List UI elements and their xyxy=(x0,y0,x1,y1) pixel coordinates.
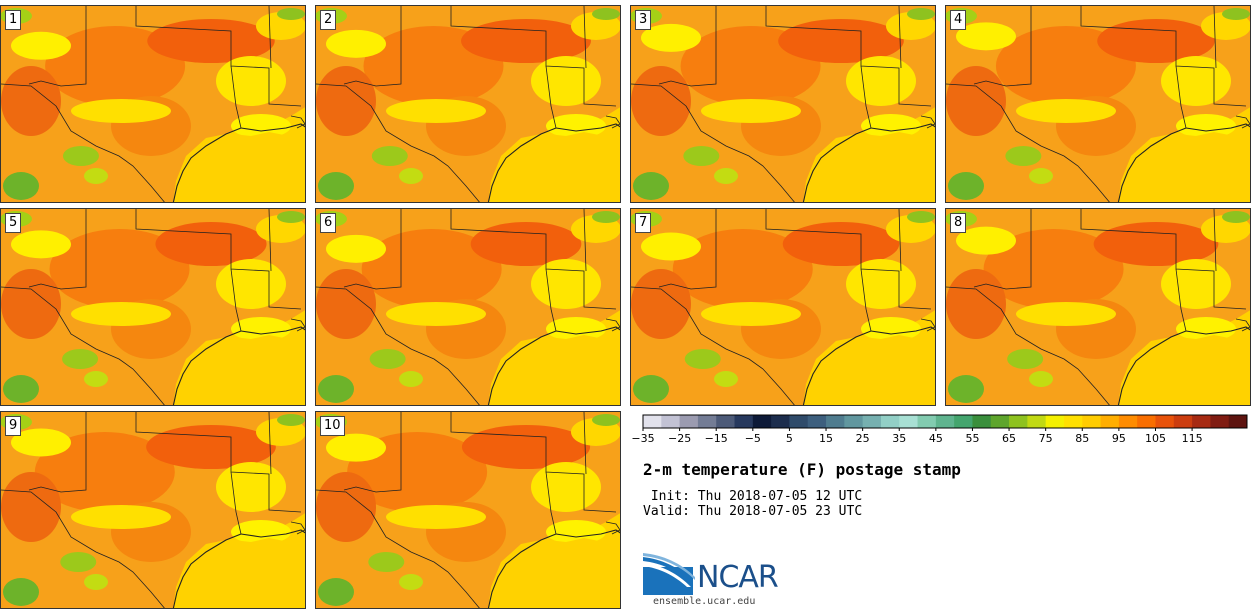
member-label: 7 xyxy=(635,213,652,233)
colorbar-swatch xyxy=(1155,415,1175,428)
temperature-map xyxy=(1,6,305,202)
ncar-logo-text: NCAR xyxy=(697,560,779,595)
stamp-panel-1: 1 xyxy=(0,5,306,203)
temperature-colorbar: −35 −25 −15 −5 5 15 25 35 45 55 65 75 85 95 105 115 xyxy=(631,414,1248,445)
colorbar-tick-label: 75 xyxy=(1039,432,1053,445)
colorbar-swatch xyxy=(880,415,900,428)
colorbar-swatch xyxy=(917,415,937,428)
temperature-map xyxy=(316,412,620,608)
colorbar-swatch xyxy=(1210,415,1230,428)
colorbar-tick-label: 15 xyxy=(819,432,833,445)
stamp-panel-9: 9 xyxy=(0,411,306,609)
colorbar-swatch xyxy=(1009,415,1028,428)
colorbar-swatch xyxy=(935,415,955,428)
colorbar-tick-label: −5 xyxy=(745,432,761,445)
colorbar-swatch xyxy=(734,415,754,428)
colorbar-swatch xyxy=(990,415,1010,428)
temperature-map xyxy=(946,209,1250,405)
colorbar-swatch xyxy=(1063,415,1083,428)
colorbar-tick-label: −15 xyxy=(705,432,728,445)
colorbar-swatch xyxy=(661,415,681,428)
colorbar-tick-label: 5 xyxy=(786,432,793,445)
colorbar-tick-label: 25 xyxy=(856,432,870,445)
temperature-map xyxy=(946,6,1250,202)
member-label: 8 xyxy=(950,213,967,233)
temperature-map xyxy=(1,412,305,608)
colorbar-tick-label: 95 xyxy=(1112,432,1126,445)
colorbar-tick-label: 85 xyxy=(1075,432,1089,445)
stamp-panel-4: 4 xyxy=(945,5,1251,203)
colorbar-tick-label: 55 xyxy=(965,432,979,445)
colorbar-swatch xyxy=(826,415,845,428)
colorbar-swatch xyxy=(972,415,992,428)
colorbar-swatch xyxy=(771,415,790,428)
colorbar-swatch xyxy=(716,415,736,428)
colorbar-swatch xyxy=(1173,415,1193,428)
colorbar-swatch xyxy=(1045,415,1065,428)
colorbar-swatch xyxy=(697,415,717,428)
member-label: 3 xyxy=(635,10,652,30)
stamp-panel-7: 7 xyxy=(630,208,936,406)
colorbar-swatch xyxy=(1137,415,1156,428)
colorbar-tick-label: −25 xyxy=(668,432,691,445)
colorbar-swatch xyxy=(643,415,662,428)
member-label: 1 xyxy=(5,10,22,30)
colorbar-swatch xyxy=(807,415,827,428)
stamp-panel-8: 8 xyxy=(945,208,1251,406)
ncar-logo-icon xyxy=(643,553,695,595)
colorbar-swatch xyxy=(789,415,809,428)
colorbar-swatch xyxy=(1082,415,1102,428)
colorbar-tick-label: −35 xyxy=(631,432,654,445)
colorbar-swatch xyxy=(1228,415,1248,428)
member-label: 5 xyxy=(5,213,22,233)
colorbar-tick-label: 35 xyxy=(892,432,906,445)
site-url: ensemble.ucar.edu xyxy=(653,596,756,607)
member-label: 10 xyxy=(320,416,345,436)
colorbar-swatch xyxy=(1100,415,1120,428)
chart-title: 2-m temperature (F) postage stamp xyxy=(643,460,961,479)
stamp-panel-10: 10 xyxy=(315,411,621,609)
colorbar-tick-label: 65 xyxy=(1002,432,1016,445)
temperature-map xyxy=(631,6,935,202)
stamp-panel-3: 3 xyxy=(630,5,936,203)
temperature-map xyxy=(631,209,935,405)
colorbar-swatch xyxy=(899,415,919,428)
temperature-map xyxy=(1,209,305,405)
colorbar-swatch xyxy=(752,415,772,428)
colorbar-swatch xyxy=(1027,415,1047,428)
colorbar-swatch xyxy=(1118,415,1138,428)
colorbar-tick-label: 45 xyxy=(929,432,943,445)
colorbar-swatch xyxy=(954,415,973,428)
stamp-panel-5: 5 xyxy=(0,208,306,406)
member-label: 6 xyxy=(320,213,337,233)
init-time: Init: Thu 2018-07-05 12 UTC xyxy=(643,489,863,504)
stamp-panel-2: 2 xyxy=(315,5,621,203)
temperature-map xyxy=(316,209,620,405)
member-label: 4 xyxy=(950,10,967,30)
colorbar-swatch xyxy=(844,415,864,428)
stamp-panel-6: 6 xyxy=(315,208,621,406)
colorbar-swatch xyxy=(862,415,882,428)
colorbar-swatch xyxy=(679,415,699,428)
colorbar-swatch xyxy=(1192,415,1211,428)
colorbar-tick-label: 115 xyxy=(1182,432,1203,445)
temperature-map xyxy=(316,6,620,202)
member-label: 2 xyxy=(320,10,337,30)
member-label: 9 xyxy=(5,416,22,436)
colorbar-tick-label: 105 xyxy=(1145,432,1166,445)
valid-time: Valid: Thu 2018-07-05 23 UTC xyxy=(643,504,863,519)
